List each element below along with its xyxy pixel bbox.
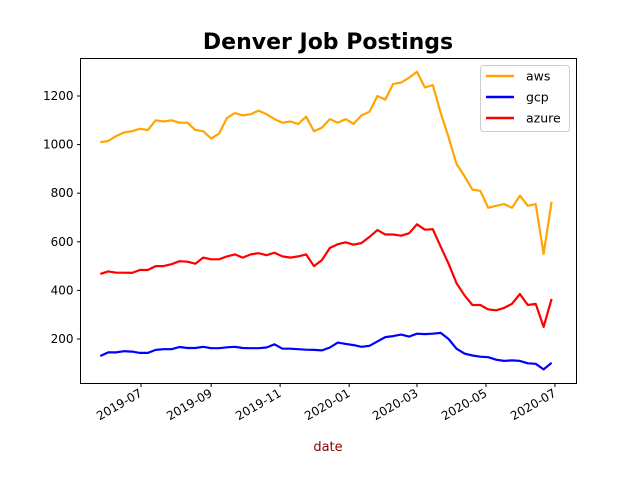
y-tick-label: 800 [51,186,74,200]
y-tick-label: 400 [51,283,74,297]
x-tick-label: 2020-05 [439,386,489,423]
x-tick-label: 2019-09 [164,386,214,423]
y-tick-label: 1000 [43,138,74,152]
series-line-gcp [99,331,553,371]
x-tick-label: 2019-11 [233,386,283,423]
legend-label-azure: azure [526,111,561,126]
y-tick-label: 200 [51,332,74,346]
plot-frame [80,58,577,384]
legend-label-aws: aws [526,69,550,84]
series-layer [99,70,553,371]
x-tick-label: 2020-03 [370,386,420,423]
x-axis-label: date [313,440,342,455]
chart-title: Denver Job Postings [203,30,453,55]
x-tick-label: 2020-01 [302,386,352,423]
legend-box [480,65,570,132]
x-tick-label: 2019-07 [94,386,144,423]
series-line-aws [100,70,553,256]
y-axis: 200 400 600 800 1000 1200 [43,89,81,346]
x-axis: 2019-07 2019-09 2019-11 2020-01 2020-03 2020-… [94,383,558,423]
legend-label-gcp: gcp [526,90,549,105]
series-line-azure [99,223,553,328]
legend: aws gcp azure [480,65,570,132]
y-tick-label: 600 [51,235,74,249]
y-tick-label: 1200 [43,89,74,103]
x-tick-label: 2020-07 [508,386,558,423]
